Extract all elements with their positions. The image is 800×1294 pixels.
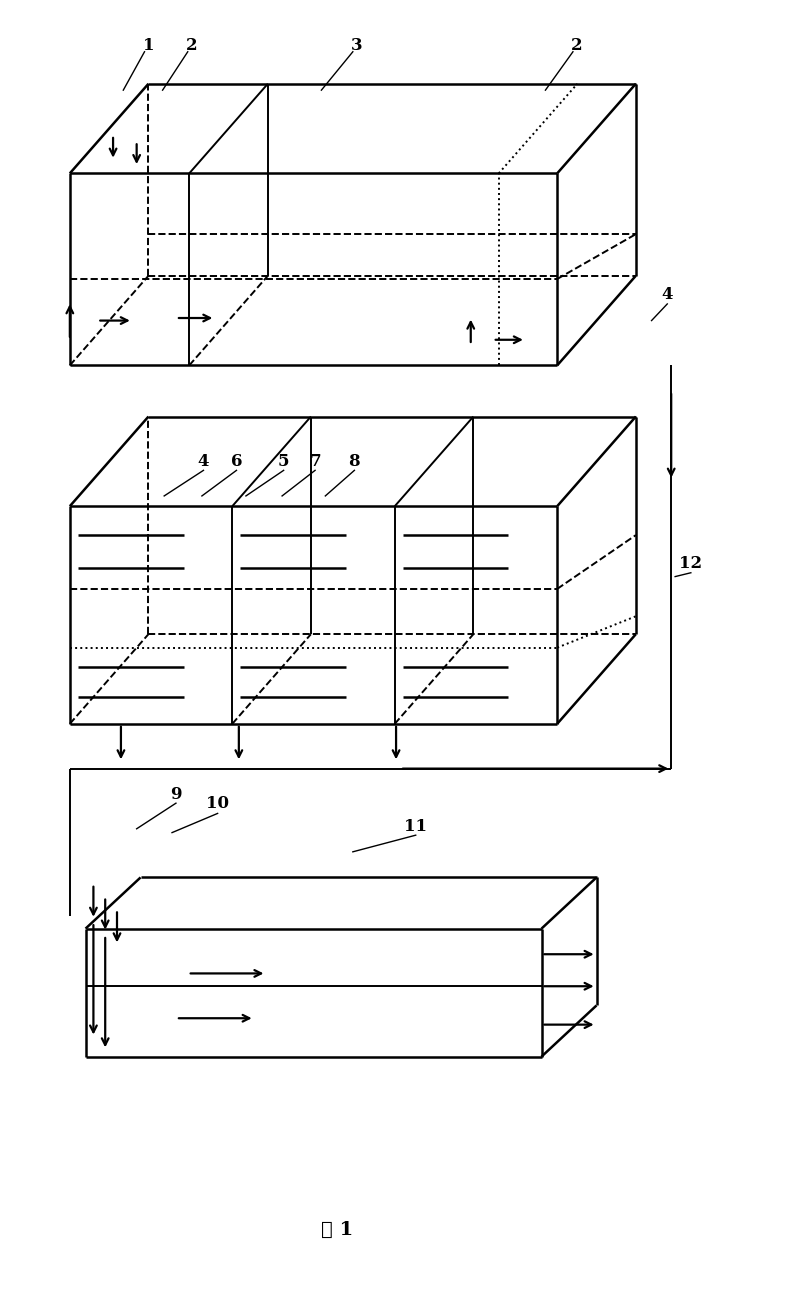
Text: 6: 6 <box>230 453 242 470</box>
Text: 11: 11 <box>404 818 427 835</box>
Text: 12: 12 <box>679 555 702 572</box>
Text: 9: 9 <box>170 785 182 802</box>
Text: 5: 5 <box>278 453 290 470</box>
Text: 4: 4 <box>198 453 210 470</box>
Text: 8: 8 <box>349 453 360 470</box>
Text: 3: 3 <box>351 36 362 54</box>
Text: 图 1: 图 1 <box>321 1220 354 1238</box>
Text: 10: 10 <box>206 795 229 811</box>
Text: 7: 7 <box>310 453 321 470</box>
Text: 1: 1 <box>142 36 154 54</box>
Text: 2: 2 <box>186 36 198 54</box>
Text: 4: 4 <box>662 286 673 304</box>
Text: 2: 2 <box>571 36 582 54</box>
